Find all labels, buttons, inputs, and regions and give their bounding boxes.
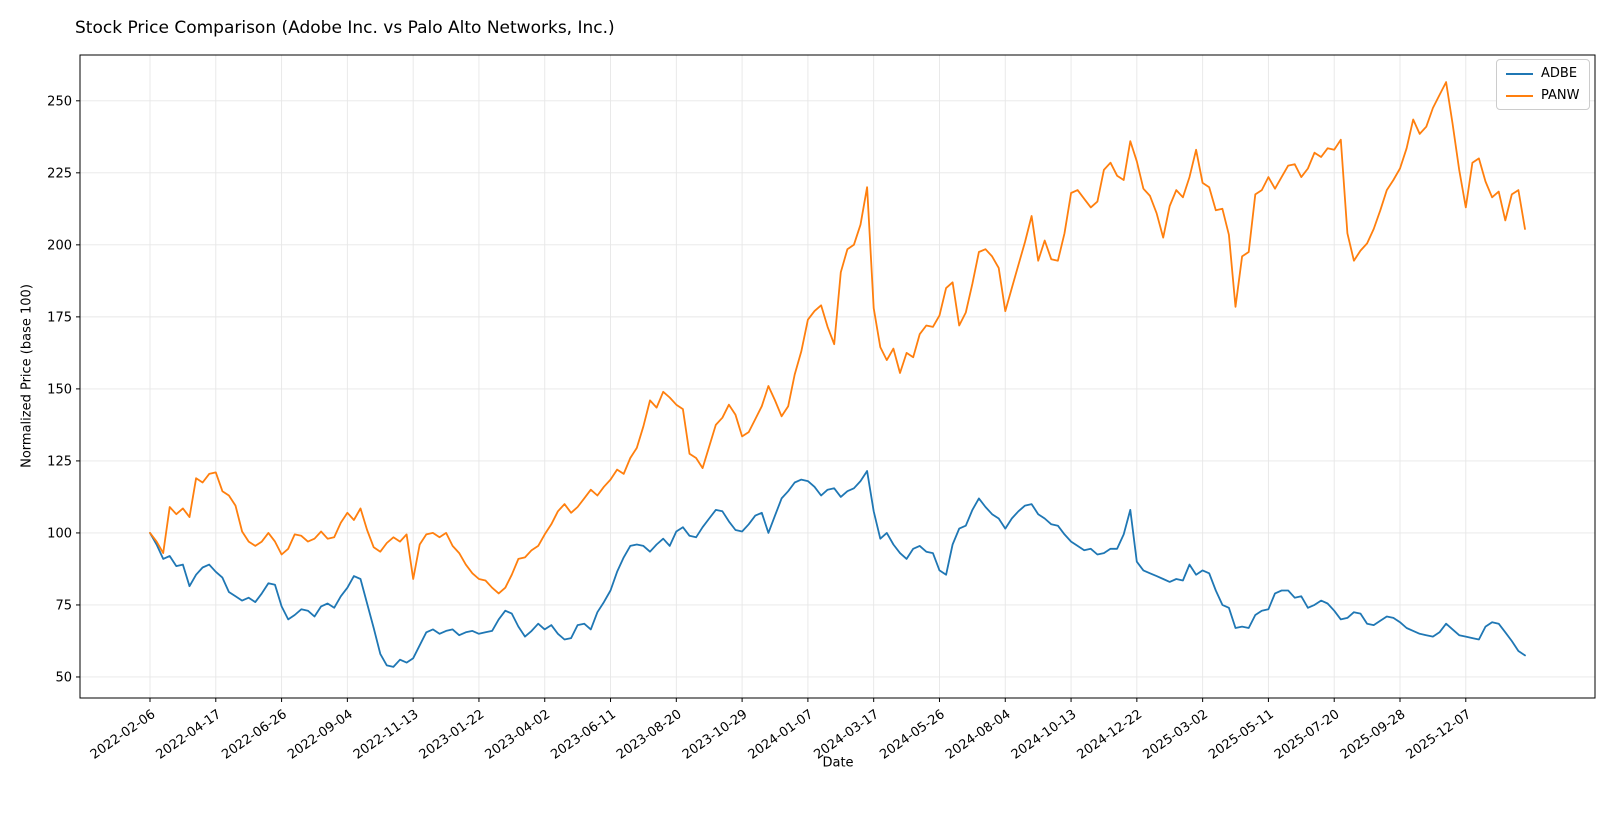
x-tick-label: 2024-08-04 <box>943 707 1014 763</box>
x-tick-label: 2023-06-11 <box>548 707 619 763</box>
x-tick-label: 2024-01-07 <box>746 707 817 763</box>
x-tick-label: 2022-02-06 <box>88 707 159 763</box>
x-tick-label: 2023-08-20 <box>614 707 685 763</box>
chart-title: Stock Price Comparison (Adobe Inc. vs Pa… <box>75 18 615 38</box>
x-tick-label: 2024-05-26 <box>877 707 948 763</box>
y-tick-label: 100 <box>47 526 72 541</box>
panw-line <box>149 81 1526 595</box>
panw-line-swatch <box>1506 94 1533 97</box>
y-axis-label: Normalized Price (base 100) <box>19 284 35 468</box>
x-tick-label: 2023-01-22 <box>417 707 488 763</box>
plot-border <box>79 54 1596 699</box>
legend-label-panw: PANW <box>1541 88 1580 103</box>
x-tick-label: 2024-12-22 <box>1075 707 1146 763</box>
adbe-line <box>149 470 1526 668</box>
y-tick-label: 50 <box>55 670 72 685</box>
x-tick-label: 2022-06-26 <box>219 707 290 763</box>
y-tick-label: 200 <box>47 238 72 253</box>
x-tick-label: 2022-04-17 <box>154 707 225 763</box>
adbe-line-swatch <box>1506 72 1533 75</box>
legend-item-panw: PANW <box>1506 88 1579 103</box>
x-axis-label: Date <box>822 755 854 771</box>
x-tick-label: 2023-04-02 <box>483 707 554 763</box>
x-tick-label: 2024-10-13 <box>1009 707 1080 763</box>
y-tick-label: 175 <box>47 310 72 325</box>
x-tick-label: 2024-03-17 <box>811 707 882 763</box>
x-tick-label: 2023-10-29 <box>680 707 751 763</box>
y-tick-label: 250 <box>47 94 72 109</box>
x-tick-label: 2025-07-20 <box>1272 707 1343 763</box>
y-tick-label: 150 <box>47 382 72 397</box>
x-tick-label: 2025-12-07 <box>1404 707 1475 763</box>
y-tick-label: 125 <box>47 454 72 469</box>
x-tick-label: 2022-09-04 <box>285 707 356 763</box>
legend: ADBE PANW <box>1496 59 1591 110</box>
x-tick-label: 2022-11-13 <box>351 707 422 763</box>
x-tick-label: 2025-03-02 <box>1140 707 1211 763</box>
legend-item-adbe: ADBE <box>1506 66 1579 81</box>
x-tick-label: 2025-09-28 <box>1338 707 1409 763</box>
legend-label-adbe: ADBE <box>1541 66 1578 81</box>
x-tick-label: 2025-05-11 <box>1206 707 1277 763</box>
y-tick-label: 225 <box>47 166 72 181</box>
y-tick-label: 75 <box>55 598 72 613</box>
